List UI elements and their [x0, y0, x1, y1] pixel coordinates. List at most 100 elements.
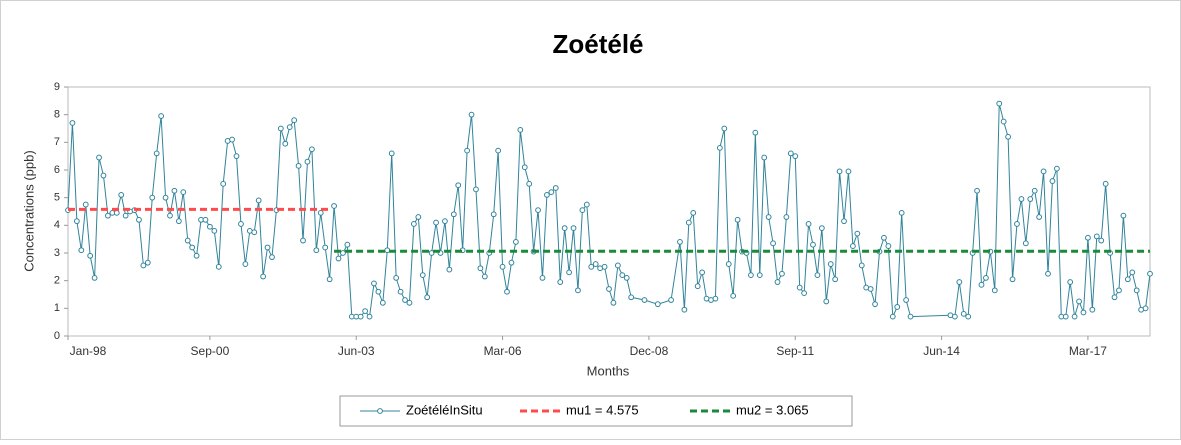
data-point [561, 225, 568, 232]
data-point [193, 252, 200, 259]
data-point [366, 313, 373, 320]
data-point [1080, 309, 1087, 316]
data-point [446, 266, 453, 273]
data-point [317, 209, 324, 216]
data-point [464, 147, 470, 154]
data-point [685, 219, 692, 226]
data-point [699, 269, 706, 276]
data-point [424, 294, 431, 301]
data-point [614, 262, 621, 269]
data-point [1111, 294, 1118, 301]
data-point [845, 168, 852, 175]
data-point [264, 244, 271, 251]
data-point [544, 192, 550, 198]
data-point [1085, 234, 1091, 241]
data-point [393, 275, 400, 281]
data-point [867, 286, 874, 292]
data-point [91, 275, 98, 281]
data-point [730, 292, 737, 299]
data-point [242, 261, 249, 267]
data-point [1062, 313, 1069, 320]
data-point [499, 263, 506, 270]
data-point [1071, 313, 1078, 320]
data-point [756, 272, 763, 279]
data-point [801, 290, 808, 297]
data-point [792, 153, 799, 160]
data-point [158, 113, 165, 119]
data-point [1018, 196, 1025, 202]
data-point [951, 313, 958, 320]
data-point [362, 308, 369, 315]
data-point [344, 241, 351, 248]
data-point [677, 239, 683, 245]
legend-label: mu1 = 4.575 [566, 402, 639, 417]
data-point [872, 301, 878, 308]
data-point [171, 187, 178, 194]
data-point [566, 269, 572, 276]
data-point [1014, 221, 1020, 227]
data-point [82, 201, 89, 208]
data-point [149, 194, 156, 201]
data-point [575, 287, 581, 294]
data-point [512, 239, 519, 245]
data-point [410, 221, 417, 227]
data-point [854, 230, 861, 237]
data-point [535, 207, 541, 214]
data-point [583, 201, 590, 208]
data-point [1089, 306, 1096, 313]
data-point [1142, 305, 1149, 312]
y-tick-label: 5 [54, 192, 60, 204]
y-tick-label: 2 [54, 275, 60, 287]
y-tick-label: 7 [54, 136, 60, 148]
data-point [654, 301, 661, 308]
x-tick-label: Sep-00 [191, 344, 230, 358]
data-point [118, 192, 125, 198]
data-point [774, 279, 781, 285]
data-point [189, 244, 196, 251]
data-point [579, 207, 586, 214]
data-point [442, 218, 448, 225]
data-point [796, 284, 803, 291]
data-point [295, 162, 302, 169]
data-point [207, 223, 213, 230]
data-point [415, 214, 422, 220]
data-point [211, 227, 218, 234]
data-point [539, 275, 546, 281]
data-point [712, 295, 719, 302]
data-point [849, 243, 856, 249]
data-point [96, 154, 102, 161]
data-point [379, 299, 386, 306]
data-point [69, 120, 76, 126]
data-point [468, 111, 475, 118]
data-point [1031, 187, 1038, 194]
data-point [752, 129, 759, 136]
data-point [78, 247, 85, 254]
data-point [1040, 168, 1047, 175]
data-point [668, 297, 674, 303]
data-point [779, 270, 785, 277]
data-point [526, 180, 533, 187]
data-point [517, 126, 524, 133]
data-point [477, 265, 484, 272]
data-point [983, 275, 989, 281]
data-point [291, 117, 298, 124]
data-point [601, 263, 608, 270]
data-point [694, 283, 701, 290]
data-point [974, 187, 980, 194]
data-point [419, 272, 426, 279]
data-point [450, 211, 457, 218]
data-point [996, 100, 1003, 107]
data-point [371, 280, 377, 287]
data-point [681, 306, 688, 313]
data-point [1133, 287, 1140, 294]
data-point [1147, 270, 1153, 277]
data-point [1022, 240, 1029, 247]
data-point [335, 255, 342, 262]
data-point [1053, 165, 1060, 172]
data-point [473, 186, 479, 193]
data-point [105, 212, 111, 219]
data-point [619, 272, 626, 279]
x-axis-label: Months [587, 363, 630, 378]
data-point [495, 147, 502, 154]
data-point [894, 304, 901, 310]
